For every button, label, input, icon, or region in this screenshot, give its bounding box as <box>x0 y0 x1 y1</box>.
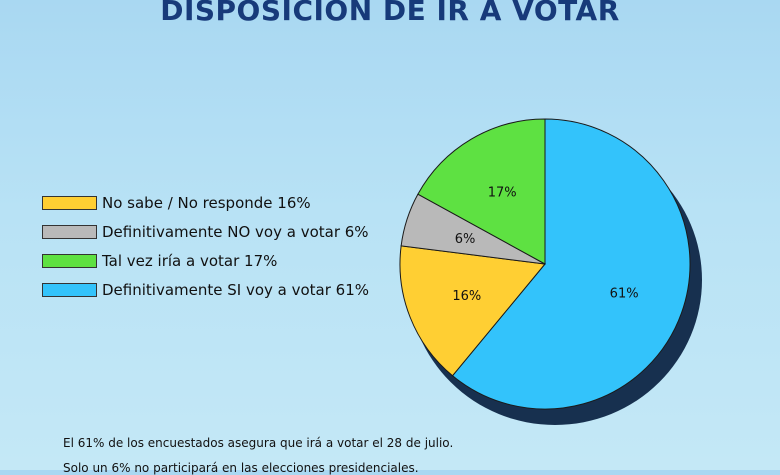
legend-label: Definitivamente NO voy a votar 6% <box>102 222 369 241</box>
legend-swatch <box>42 224 97 239</box>
footnote-2: Solo un 6% no participará en las eleccio… <box>63 461 419 475</box>
slice-data-label: 6% <box>455 232 476 247</box>
chart-title: DISPOSICIÓN DE IR A VOTAR <box>160 0 620 27</box>
slice-data-label: 17% <box>488 186 517 201</box>
footnote-1: El 61% de los encuestados asegura que ir… <box>63 436 454 450</box>
legend-item-tal-vez: Tal vez iría a votar 17% <box>42 246 369 275</box>
legend-label: Definitivamente SI voy a votar 61% <box>102 280 370 299</box>
legend-item-definitivamente-no: Definitivamente NO voy a votar 6% <box>42 217 369 246</box>
legend-swatch <box>42 253 97 268</box>
legend-swatch <box>42 195 97 210</box>
slice-data-label: 16% <box>452 289 481 304</box>
legend-item-no-sabe: No sabe / No responde 16% <box>42 188 369 217</box>
slice-definitivamente-si <box>451 118 691 410</box>
legend-label: No sabe / No responde 16% <box>102 193 311 212</box>
slice-data-label: 61% <box>610 286 639 301</box>
slice-tal-vez <box>417 118 546 265</box>
pie-labels: 61% 16% 6% 17% <box>452 186 638 304</box>
slice-no-sabe <box>399 245 546 377</box>
legend: No sabe / No responde 16% Definitivament… <box>42 188 369 304</box>
legend-label: Tal vez iría a votar 17% <box>102 251 278 270</box>
legend-item-definitivamente-si: Definitivamente SI voy a votar 61% <box>42 275 369 304</box>
pie-slices <box>399 118 691 410</box>
legend-swatch <box>42 282 97 297</box>
